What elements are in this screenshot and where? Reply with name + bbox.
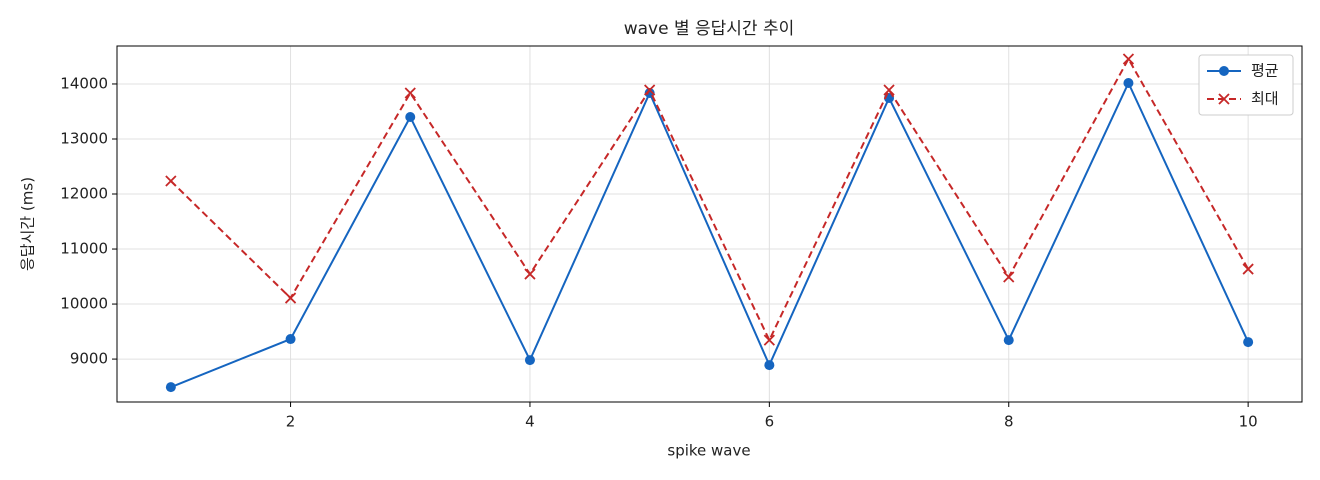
- point: [1003, 271, 1015, 283]
- x-tick-label: 10: [1239, 413, 1258, 431]
- legend-marker: [1219, 66, 1229, 76]
- y-tick-label: 13000: [60, 129, 108, 147]
- series-line: [170, 80, 1250, 389]
- x-tick-label: 8: [1004, 413, 1014, 431]
- point: [644, 84, 656, 96]
- point: [404, 87, 416, 99]
- y-tick-label: 9000: [70, 350, 108, 368]
- point: [165, 175, 177, 187]
- y-tick-label: 10000: [60, 295, 108, 313]
- point: [763, 334, 775, 346]
- plot-frame: [116, 45, 1303, 403]
- legend-box: [1198, 54, 1294, 116]
- y-tick-label: 11000: [60, 240, 108, 258]
- point: [764, 360, 775, 371]
- point: [524, 355, 535, 366]
- point: [883, 84, 895, 96]
- point: [285, 334, 296, 345]
- series-line: [170, 56, 1250, 343]
- point: [524, 268, 536, 280]
- y-tick-label: 14000: [60, 74, 108, 92]
- legend-label: 최대: [1251, 90, 1279, 108]
- point: [1123, 77, 1134, 88]
- legend-marker: [1218, 93, 1230, 105]
- point: [165, 382, 176, 393]
- x-axis-label: spike wave: [667, 442, 750, 460]
- point: [1003, 335, 1014, 346]
- legend-label: 평균: [1251, 62, 1279, 80]
- point: [284, 292, 297, 304]
- y-axis-label: 응답시간 (ms): [19, 177, 37, 271]
- point: [405, 111, 416, 122]
- x-tick-label: 2: [286, 413, 296, 431]
- x-tick-label: 4: [525, 413, 535, 431]
- y-tick-label: 12000: [60, 185, 108, 203]
- point: [1243, 337, 1254, 348]
- point: [1242, 263, 1254, 275]
- point: [1122, 53, 1135, 65]
- chart-title: wave 별 응답시간 추이: [624, 19, 795, 39]
- x-tick-label: 6: [765, 413, 775, 431]
